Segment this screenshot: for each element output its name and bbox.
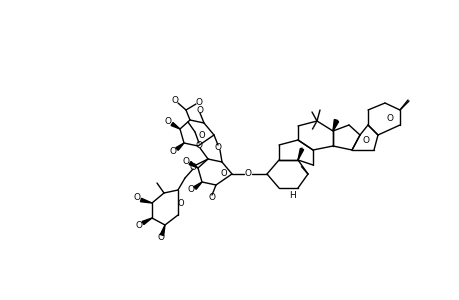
Text: O: O (214, 142, 221, 152)
Text: O: O (171, 95, 178, 104)
Text: H: H (289, 190, 296, 200)
Text: O: O (157, 233, 164, 242)
Polygon shape (175, 143, 184, 150)
Polygon shape (193, 182, 202, 189)
Text: O: O (135, 220, 142, 230)
Text: O: O (220, 169, 227, 178)
Text: O: O (244, 169, 251, 178)
Text: O: O (208, 194, 215, 202)
Text: O: O (169, 146, 176, 155)
Text: O: O (133, 194, 140, 202)
Polygon shape (171, 122, 179, 129)
Polygon shape (332, 120, 338, 131)
Text: O: O (177, 199, 184, 208)
Polygon shape (332, 119, 337, 131)
Text: O: O (189, 163, 196, 172)
Text: O: O (386, 113, 392, 122)
Text: O: O (187, 185, 194, 194)
Text: O: O (195, 140, 202, 149)
Polygon shape (140, 198, 151, 203)
Text: O: O (362, 136, 369, 145)
Text: O: O (198, 130, 205, 140)
Polygon shape (297, 148, 303, 160)
Polygon shape (189, 161, 197, 168)
Text: O: O (164, 116, 171, 125)
Polygon shape (142, 218, 151, 224)
Text: O: O (182, 157, 189, 166)
Polygon shape (160, 225, 165, 236)
Text: O: O (195, 98, 202, 106)
Text: O: O (196, 106, 203, 115)
